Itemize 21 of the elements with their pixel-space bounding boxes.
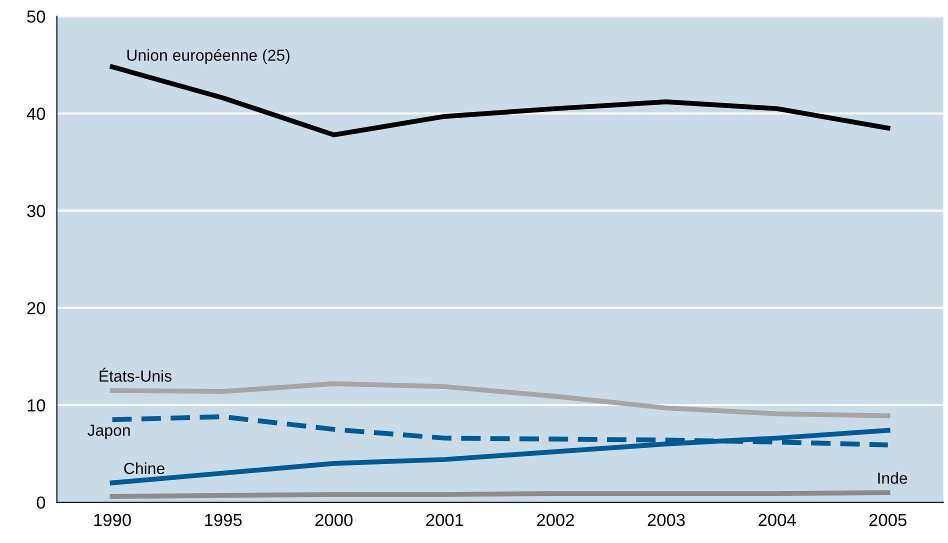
line-series [110,64,890,138]
y-tick-label: 0 [36,496,46,509]
series-label: Chine [124,462,164,474]
x-tick-label: 1995 [205,514,242,526]
x-tick-label: 2000 [315,514,353,526]
series-label: Inde [878,472,908,484]
y-tick-label: 50 [27,10,46,23]
x-tick-label: 2001 [426,514,464,526]
x-tick-label: 2003 [648,514,685,526]
x-tick-label: 2002 [537,514,574,526]
series-label: États-Unis [100,368,172,382]
series-label: Union européenne (25) [127,48,290,64]
y-tick-label: 30 [27,204,46,218]
series-label: Japon [88,424,130,440]
y-tick-label: 40 [26,108,46,120]
x-tick-label: 2005 [869,514,906,526]
y-tick-label: 10 [28,399,46,412]
x-tick-label: 1990 [94,514,131,526]
x-tick-label: 2004 [758,514,796,526]
line-series [110,381,890,418]
y-tick-label: 20 [27,302,46,314]
